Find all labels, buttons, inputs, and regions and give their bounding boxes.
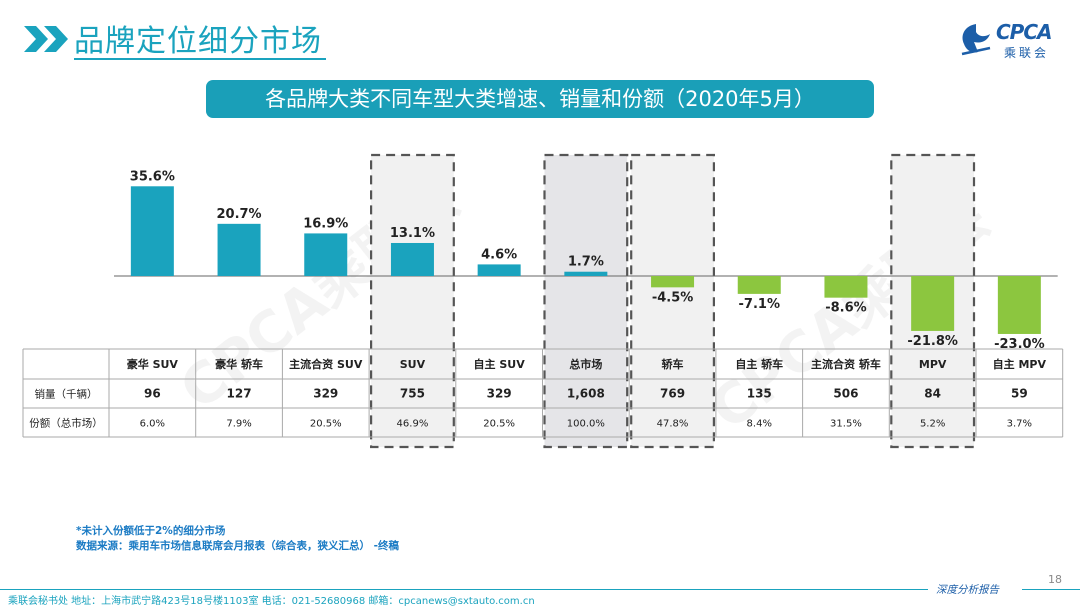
bar-2 bbox=[304, 233, 348, 276]
table-cell-1-5: 100.0% bbox=[567, 419, 605, 430]
table-cell-0-2: 329 bbox=[313, 387, 338, 401]
table-cell-0-0: 96 bbox=[144, 387, 161, 401]
table-cell-0-3: 755 bbox=[400, 387, 425, 401]
bar-6 bbox=[651, 276, 695, 288]
bar-1 bbox=[217, 223, 261, 276]
bar-3 bbox=[390, 242, 434, 276]
table-cell-0-10: 59 bbox=[1011, 387, 1028, 401]
row-label-1: 份额（总市场） bbox=[29, 417, 103, 430]
table-cell-1-1: 7.9% bbox=[226, 419, 251, 430]
category-label-6: 轿车 bbox=[662, 357, 684, 371]
category-label-0: 豪华 SUV bbox=[127, 357, 179, 371]
cpca-logo-icon bbox=[961, 24, 991, 56]
table-cell-1-2: 20.5% bbox=[310, 419, 342, 430]
bar-label-2: 16.9% bbox=[303, 216, 348, 231]
bar-4 bbox=[477, 264, 521, 276]
bar-label-10: -23.0% bbox=[994, 337, 1045, 352]
bar-0 bbox=[130, 186, 174, 276]
table-cell-0-9: 84 bbox=[924, 387, 941, 401]
bar-label-5: 1.7% bbox=[568, 255, 604, 270]
bar-7 bbox=[737, 276, 781, 294]
title-underline bbox=[74, 58, 326, 60]
footnote-source: 数据来源：乘用车市场信息联席会月报表（综合表，狭义汇总） -终稿 bbox=[76, 540, 400, 552]
bar-10 bbox=[997, 276, 1041, 334]
bar-label-7: -7.1% bbox=[739, 297, 780, 312]
bar-label-1: 20.7% bbox=[216, 207, 261, 222]
category-label-7: 自主 轿车 bbox=[735, 357, 783, 371]
table-cell-0-7: 135 bbox=[747, 387, 772, 401]
table-cell-0-6: 769 bbox=[660, 387, 685, 401]
bar-label-9: -21.8% bbox=[907, 334, 958, 349]
bar-label-3: 13.1% bbox=[390, 226, 435, 241]
category-label-5: 总市场 bbox=[569, 357, 602, 371]
footer-slogan: 深度分析报告 bbox=[936, 584, 999, 596]
footer-divider bbox=[0, 589, 928, 590]
highlight-box-3 bbox=[370, 153, 455, 449]
table-cell-1-8: 31.5% bbox=[830, 419, 862, 430]
double-chevron-icon bbox=[24, 26, 68, 52]
bar-8 bbox=[824, 276, 868, 298]
table-cell-0-8: 506 bbox=[833, 387, 858, 401]
category-label-8: 主流合资 轿车 bbox=[811, 357, 881, 371]
table-cell-0-5: 1,608 bbox=[567, 387, 605, 401]
bar-5 bbox=[564, 271, 608, 276]
page-title: 品牌定位细分市场 bbox=[74, 24, 322, 59]
highlight-box-6 bbox=[630, 153, 716, 449]
chart-subtitle: 各品牌大类不同车型大类增速、销量和份额（2020年5月） bbox=[206, 80, 874, 118]
table-cell-0-1: 127 bbox=[227, 387, 252, 401]
table-cell-1-0: 6.0% bbox=[140, 419, 165, 430]
bar-label-4: 4.6% bbox=[481, 247, 517, 262]
logo-subtext: 乘联会 bbox=[1004, 46, 1050, 60]
category-label-1: 豪华 轿车 bbox=[215, 357, 263, 371]
table-cell-0-4: 329 bbox=[487, 387, 512, 401]
table-cell-1-6: 47.8% bbox=[657, 419, 689, 430]
category-label-4: 自主 SUV bbox=[474, 357, 526, 371]
table-cell-1-9: 5.2% bbox=[920, 419, 945, 430]
cpca-logo: CPCA 乘联会 bbox=[956, 20, 1060, 62]
footer-divider-right bbox=[1022, 589, 1080, 590]
table-cell-1-7: 8.4% bbox=[747, 419, 772, 430]
footnote-note: *未计入份额低于2%的细分市场 bbox=[76, 525, 226, 537]
page-number: 18 bbox=[1048, 573, 1062, 586]
table-cell-1-10: 3.7% bbox=[1007, 419, 1032, 430]
category-label-9: MPV bbox=[919, 358, 947, 371]
bar-label-8: -8.6% bbox=[825, 301, 866, 316]
bar-label-0: 35.6% bbox=[130, 169, 175, 184]
category-label-10: 自主 MPV bbox=[993, 357, 1047, 371]
bar-label-6: -4.5% bbox=[652, 290, 693, 305]
row-label-0: 销量（千辆） bbox=[35, 388, 98, 401]
category-label-2: 主流合资 SUV bbox=[289, 357, 363, 371]
category-label-3: SUV bbox=[400, 358, 426, 371]
footer-contact: 乘联会秘书处 地址：上海市武宁路423号18号楼1103室 电话：021-526… bbox=[8, 596, 535, 607]
table-cell-1-4: 20.5% bbox=[483, 419, 515, 430]
table-cell-1-3: 46.9% bbox=[397, 419, 429, 430]
logo-text: CPCA bbox=[996, 20, 1052, 44]
bar-9 bbox=[911, 276, 955, 331]
highlight-box-5 bbox=[543, 153, 629, 449]
